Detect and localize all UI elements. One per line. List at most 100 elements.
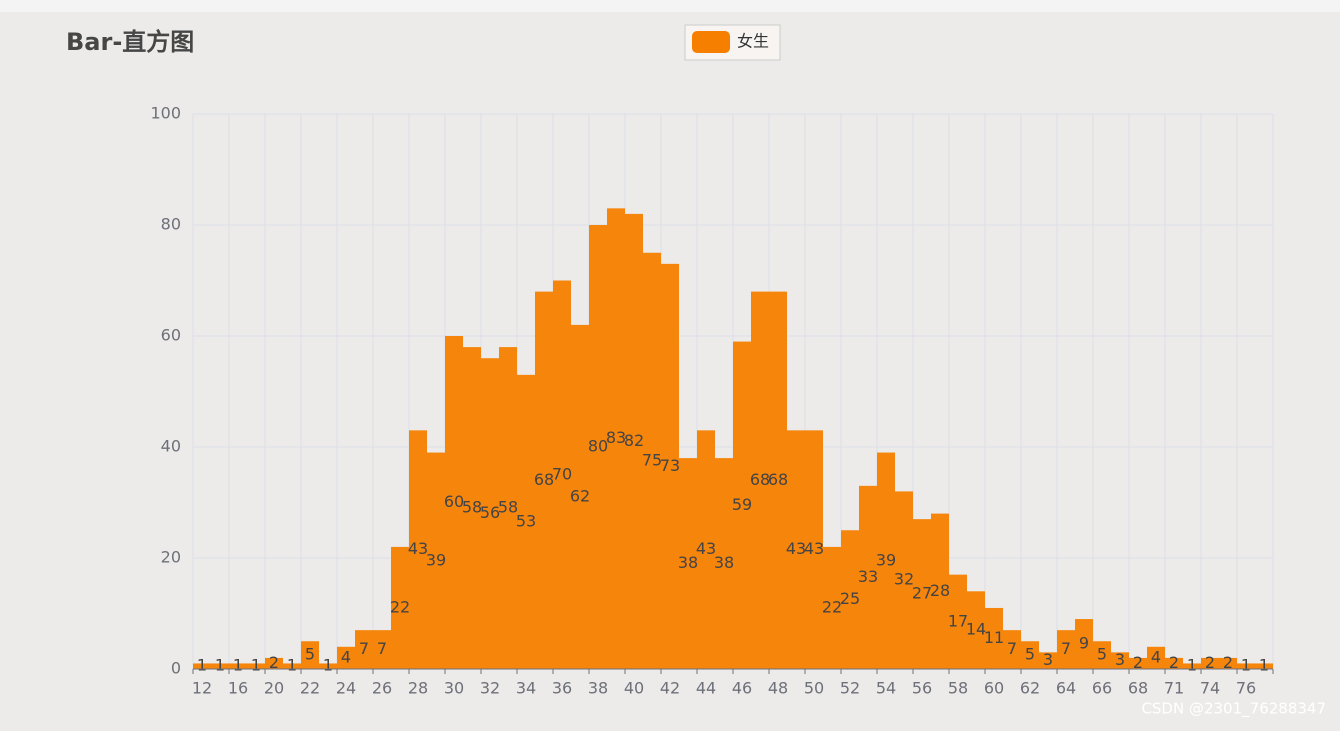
x-tick-label: 22 [300, 679, 320, 698]
x-tick-label: 40 [624, 679, 644, 698]
y-tick-label: 0 [171, 659, 181, 678]
bar [337, 646, 355, 669]
data-label: 43 [408, 539, 428, 558]
bar [301, 641, 319, 669]
x-tick-label: 28 [408, 679, 428, 698]
data-label: 1 [197, 656, 207, 675]
bar [805, 430, 823, 669]
bar [841, 530, 859, 669]
x-tick-label: 64 [1056, 679, 1076, 698]
data-label: 28 [930, 581, 950, 600]
data-label: 1 [1241, 656, 1251, 675]
bar [895, 491, 913, 669]
data-label: 56 [480, 503, 500, 522]
data-label: 3 [1115, 650, 1125, 669]
bar [1111, 652, 1129, 669]
bar [913, 519, 931, 669]
bar [193, 663, 211, 669]
data-label: 1 [323, 656, 333, 675]
bar [1093, 641, 1111, 669]
data-label: 70 [552, 464, 572, 483]
data-label: 5 [305, 645, 315, 664]
x-tick-label: 32 [480, 679, 500, 698]
legend-swatch [692, 31, 730, 53]
bar [571, 324, 589, 669]
data-label: 83 [606, 428, 626, 447]
bar [247, 663, 265, 669]
bar [769, 291, 787, 669]
bar [355, 630, 373, 669]
x-tick-label: 54 [876, 679, 896, 698]
x-tick-label: 30 [444, 679, 464, 698]
bar [517, 374, 535, 669]
bar [1237, 663, 1255, 669]
data-label: 75 [642, 450, 662, 469]
data-label: 58 [462, 498, 482, 517]
data-label: 7 [1061, 639, 1071, 658]
x-tick-label: 68 [1128, 679, 1148, 698]
x-tick-label: 24 [336, 679, 356, 698]
bar [1057, 630, 1075, 669]
data-label: 53 [516, 511, 536, 530]
data-label: 39 [876, 550, 896, 569]
data-label: 82 [624, 431, 644, 450]
bar [1165, 657, 1183, 669]
tab-bar [0, 0, 1340, 12]
y-tick-label: 60 [161, 326, 181, 345]
x-tick-label: 66 [1092, 679, 1112, 698]
bar [373, 630, 391, 669]
x-tick-label: 44 [696, 679, 716, 698]
data-label: 2 [1169, 653, 1179, 672]
bar [625, 213, 643, 669]
data-label: 68 [768, 470, 788, 489]
data-label: 1 [233, 656, 243, 675]
bar [409, 430, 427, 669]
x-tick-label: 12 [192, 679, 212, 698]
x-tick-label: 71 [1164, 679, 1184, 698]
bar [967, 591, 985, 669]
data-label: 60 [444, 492, 464, 511]
data-label: 59 [732, 495, 752, 514]
bar [1255, 663, 1273, 669]
x-tick-label: 46 [732, 679, 752, 698]
bar [643, 252, 661, 669]
legend-label: 女生 [737, 32, 769, 51]
bar [1219, 657, 1237, 669]
data-label: 14 [966, 620, 986, 639]
x-tick-label: 74 [1200, 679, 1220, 698]
data-label: 33 [858, 567, 878, 586]
x-tick-label: 52 [840, 679, 860, 698]
bar [1003, 630, 1021, 669]
bar [859, 485, 877, 669]
data-label: 39 [426, 550, 446, 569]
bar [1021, 641, 1039, 669]
data-label: 7 [377, 639, 387, 658]
bar [499, 347, 517, 669]
bar [697, 430, 715, 669]
data-label: 1 [251, 656, 261, 675]
bar [1129, 657, 1147, 669]
data-label: 1 [215, 656, 225, 675]
watermark: CSDN @2301_76288347 [1141, 700, 1326, 719]
data-label: 1 [1259, 656, 1269, 675]
x-tick-label: 38 [588, 679, 608, 698]
bar [229, 663, 247, 669]
x-tick-label: 16 [228, 679, 248, 698]
bar [481, 358, 499, 669]
bar [553, 280, 571, 669]
bar [733, 341, 751, 669]
data-label: 7 [359, 639, 369, 658]
bar [1075, 619, 1093, 669]
data-label: 62 [570, 486, 590, 505]
data-label: 2 [1205, 653, 1215, 672]
y-tick-label: 80 [161, 215, 181, 234]
data-label: 2 [269, 653, 279, 672]
x-tick-label: 34 [516, 679, 536, 698]
data-label: 80 [588, 437, 608, 456]
data-label: 4 [341, 647, 351, 666]
data-label: 43 [696, 539, 716, 558]
bar [1201, 657, 1219, 669]
bar [823, 546, 841, 669]
data-label: 4 [1151, 647, 1161, 666]
